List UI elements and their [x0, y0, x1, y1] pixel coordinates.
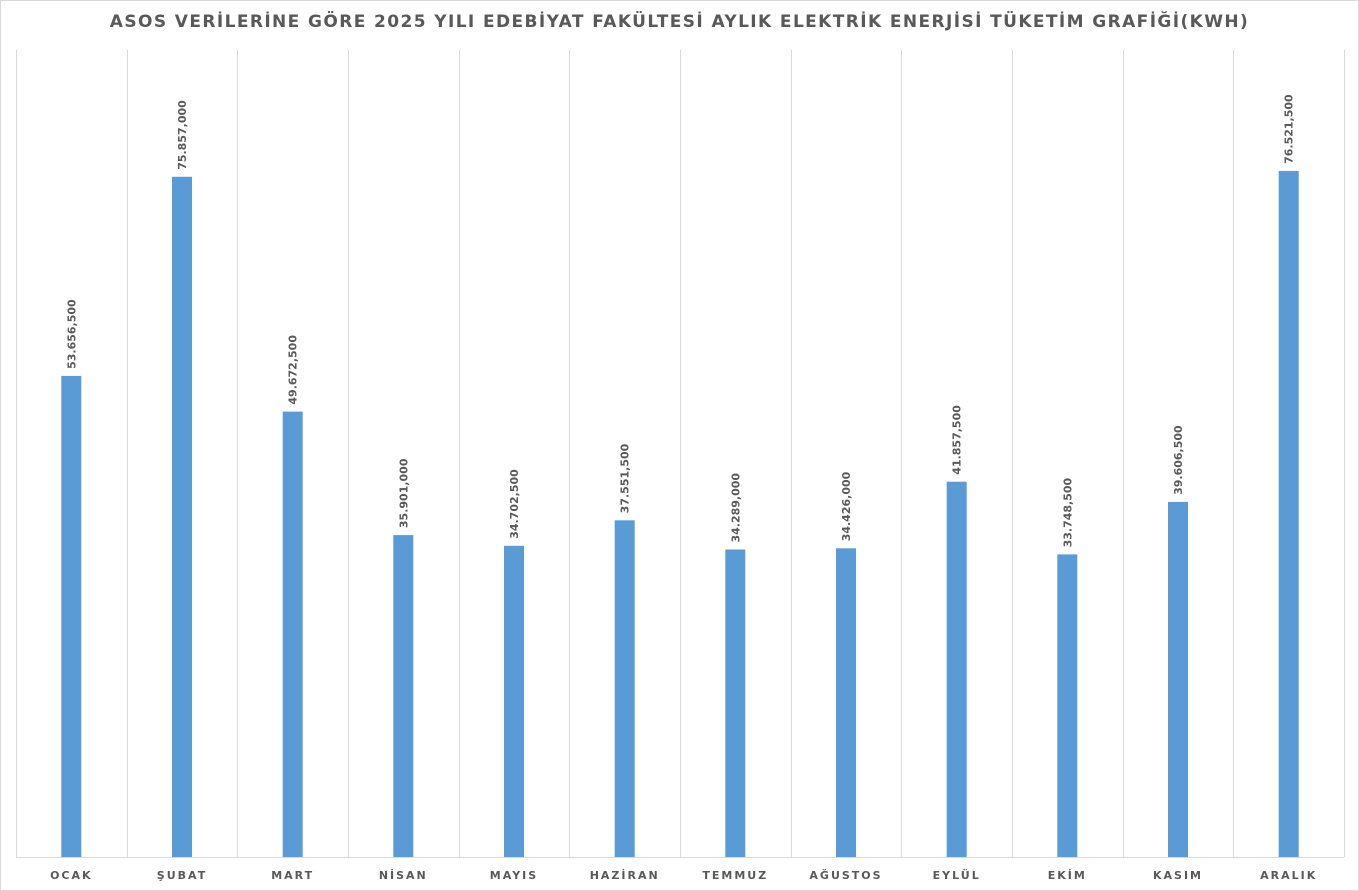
data-label-2: 75.857,000 [176, 100, 189, 170]
x-tick-label-3: MART [271, 869, 314, 882]
bar-5 [504, 545, 524, 857]
bar-12 [1278, 170, 1299, 857]
data-label-6: 37.551,500 [619, 443, 632, 513]
bar-4 [393, 535, 414, 857]
data-label-9: 41.857,500 [951, 405, 964, 475]
x-tick-label-4: NİSAN [379, 868, 428, 882]
x-tick-label-5: MAYIS [490, 869, 538, 882]
data-label-12: 76.521,500 [1283, 94, 1296, 164]
data-label-11: 39.606,500 [1172, 425, 1185, 495]
bar-11 [1168, 501, 1188, 857]
bar-2 [172, 176, 192, 858]
bar-1 [61, 375, 82, 857]
chart-title: ASOS VERİLERİNE GÖRE 2025 YILI EDEBİYAT … [109, 12, 1250, 32]
data-label-5: 34.702,500 [508, 469, 521, 539]
x-tick-label-9: EYLÜL [933, 868, 981, 882]
data-label-1: 53.656,500 [65, 299, 78, 369]
data-label-7: 34.289,000 [729, 473, 742, 543]
data-label-8: 34.426,000 [840, 471, 853, 541]
x-tick-label-6: HAZİRAN [590, 868, 660, 882]
data-label-4: 35.901,000 [397, 458, 410, 528]
x-tick-label-8: AĞUSTOS [809, 869, 882, 882]
bar-10 [1057, 554, 1078, 857]
x-tick-label-2: ŞUBAT [157, 869, 207, 882]
bar-8 [836, 548, 856, 857]
x-tick-label-10: EKİM [1048, 868, 1087, 882]
x-tick-label-11: KASIM [1153, 869, 1203, 882]
bar-7 [725, 549, 746, 857]
bar-6 [614, 520, 635, 857]
x-tick-label-7: TEMMUZ [702, 869, 768, 882]
x-tick-label-1: OCAK [50, 869, 92, 882]
bar-9 [946, 481, 967, 857]
data-label-3: 49.672,500 [287, 335, 300, 405]
bar-3 [282, 411, 303, 857]
data-label-10: 33.748,500 [1061, 477, 1074, 547]
x-tick-label-12: ARALIK [1260, 869, 1317, 882]
